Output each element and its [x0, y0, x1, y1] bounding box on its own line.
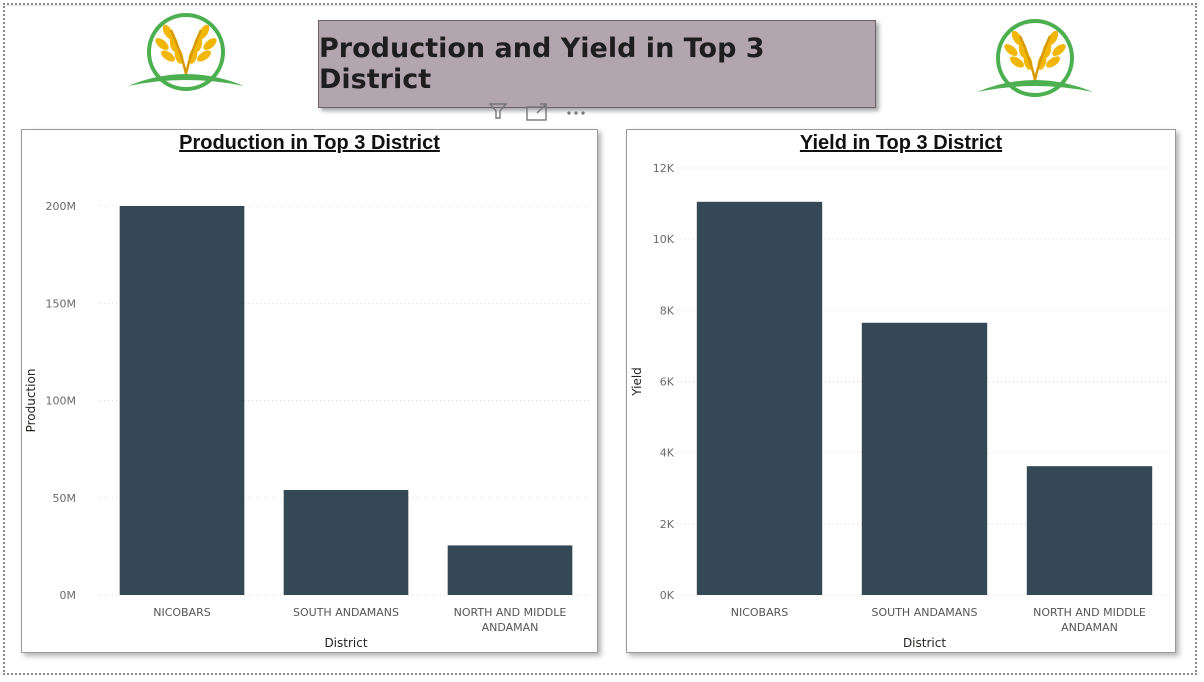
- wheat-logo-icon: [126, 10, 246, 98]
- report-title-box: Production and Yield in Top 3 District: [318, 20, 876, 108]
- production-y-tick-label: 100M: [46, 395, 77, 408]
- production-category-label: SOUTH ANDAMANS: [293, 606, 399, 619]
- production-y-axis-title: Production: [24, 369, 38, 433]
- production-y-tick-label: 150M: [46, 297, 77, 310]
- production-category-label: NORTH AND MIDDLE ANDAMAN: [454, 606, 567, 634]
- production-y-tick-label: 200M: [46, 200, 77, 213]
- production-y-tick-label: 50M: [53, 492, 77, 505]
- yield-y-tick-label: 6K: [660, 376, 675, 389]
- report-canvas-border: [3, 3, 1197, 675]
- production-bar[interactable]: [119, 206, 245, 595]
- production-bar[interactable]: [447, 545, 573, 595]
- wheat-logo-icon: [975, 16, 1095, 104]
- yield-chart-title: Yield in Top 3 District: [799, 132, 1003, 154]
- production-bar[interactable]: [283, 489, 409, 595]
- visual-header: [488, 101, 593, 121]
- page-title: Production and Yield in Top 3 District: [319, 33, 765, 95]
- yield-bar[interactable]: [696, 201, 823, 595]
- production-chart-panel[interactable]: Production in Top 3 District 0M 50M 100M 15…: [21, 129, 598, 653]
- yield-category-label: SOUTH ANDAMANS: [872, 606, 978, 619]
- yield-x-axis-title: District: [903, 636, 946, 650]
- yield-y-tick-label: 12K: [653, 162, 675, 175]
- yield-bar[interactable]: [861, 322, 988, 595]
- filter-icon[interactable]: [488, 103, 508, 119]
- focus-mode-icon[interactable]: [526, 103, 547, 121]
- yield-chart-panel[interactable]: Yield in Top 3 District 0K 2K 4K 6K 8K 10K 12K…: [626, 129, 1176, 653]
- yield-y-tick-label: 8K: [660, 304, 675, 317]
- production-chart-title: Production in Top 3 District: [179, 132, 440, 154]
- more-options-icon[interactable]: [567, 111, 585, 115]
- yield-y-axis-title: Yield: [630, 367, 644, 397]
- production-y-tick-label: 0M: [60, 589, 77, 602]
- yield-bar-chart: 0K 2K 4K 6K 8K 10K 12K NICOBARS SOUTH ANDAMANS NO…: [630, 162, 1172, 650]
- top-edge: [6, 0, 1196, 6]
- yield-category-label: NICOBARS: [731, 606, 789, 619]
- yield-bar[interactable]: [1026, 466, 1153, 595]
- yield-category-label: NORTH AND MIDDLE ANDAMAN: [1033, 606, 1146, 634]
- production-category-label: NICOBARS: [153, 606, 211, 619]
- production-bar-chart: 0M 50M 100M 150M 200M NICOBARS SOUTH ANDAMANS N…: [24, 200, 592, 650]
- yield-y-tick-label: 10K: [653, 233, 675, 246]
- production-x-axis-title: District: [324, 636, 367, 650]
- yield-y-tick-label: 0K: [660, 589, 675, 602]
- yield-y-tick-label: 4K: [660, 447, 675, 460]
- yield-y-tick-label: 2K: [660, 518, 675, 531]
